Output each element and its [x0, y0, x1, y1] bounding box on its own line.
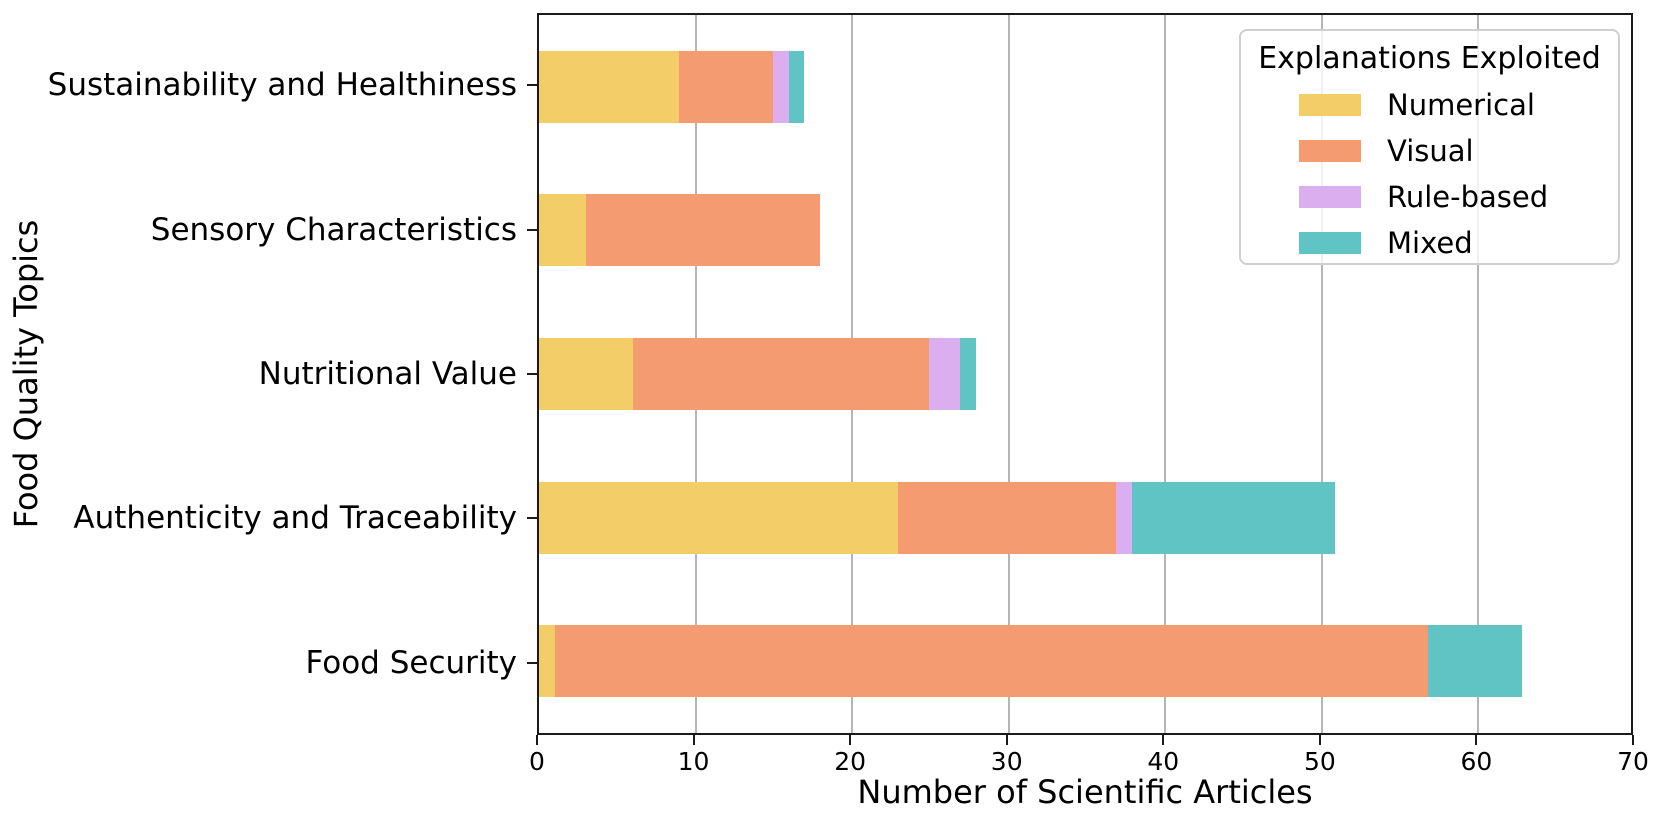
- y-tick: [527, 661, 537, 664]
- bar-segment-rule-based: [1116, 481, 1132, 554]
- legend-item-label: Rule-based: [1387, 180, 1549, 214]
- stacked-bar: [539, 625, 1631, 698]
- x-tick: [1005, 735, 1008, 745]
- x-tick-label: 50: [1303, 747, 1336, 776]
- x-tick: [536, 735, 538, 745]
- y-tick: [527, 373, 537, 375]
- legend-swatch-visual: [1299, 140, 1361, 162]
- x-axis-label: Number of Scientific Articles: [857, 773, 1313, 811]
- bar-segment-mixed: [788, 50, 805, 123]
- bar-segment-rule-based: [772, 50, 789, 123]
- legend-item-mixed: Mixed: [1241, 220, 1618, 266]
- x-tick-label: 30: [990, 747, 1023, 776]
- gridline-x-30: [1007, 15, 1010, 733]
- y-tick-label: Nutritional Value: [258, 356, 517, 392]
- bar-segment-mixed: [960, 337, 976, 410]
- bar-row-3: [539, 302, 1631, 446]
- y-tick-label: Sustainability and Healthiness: [47, 67, 517, 104]
- bar-segment-numerical: [539, 337, 633, 410]
- y-tick-label: Food Security: [305, 644, 518, 681]
- x-tick: [849, 735, 852, 745]
- bar-segment-numerical: [539, 625, 555, 698]
- x-tick-label: 20: [834, 747, 867, 776]
- bar-row-2: [539, 159, 1631, 303]
- bar-segment-visual: [632, 337, 929, 410]
- stacked-bar: [539, 481, 1631, 554]
- legend-swatch-numerical: [1299, 94, 1361, 116]
- bar-segment-visual: [679, 50, 773, 123]
- x-tick-label: 10: [677, 747, 710, 776]
- x-tick-label: 40: [1147, 747, 1180, 776]
- y-tick: [527, 84, 537, 87]
- stacked-bar: [539, 337, 1631, 410]
- x-tick: [1318, 735, 1321, 745]
- legend-item-rule-based: Rule-based: [1241, 174, 1618, 220]
- bar-segment-visual: [585, 194, 820, 267]
- legend-item-visual: Visual: [1241, 128, 1618, 174]
- x-tick: [1162, 735, 1165, 745]
- bars-layer: [539, 15, 1631, 733]
- legend-item-label: Visual: [1387, 134, 1474, 168]
- legend-swatch-mixed: [1299, 232, 1361, 254]
- bar-row-1: [539, 15, 1631, 159]
- bar-segment-visual: [897, 481, 1117, 554]
- legend-swatch-rule-based: [1299, 186, 1361, 208]
- bar-row-5: [539, 589, 1631, 733]
- bar-segment-mixed: [1428, 625, 1522, 698]
- gridline-x-60: [1477, 15, 1480, 733]
- legend-item-label: Mixed: [1387, 226, 1473, 260]
- bar-segment-numerical: [539, 481, 898, 554]
- gridline-x-50: [1320, 15, 1323, 733]
- bar-segment-numerical: [539, 50, 680, 123]
- x-tick-label: 60: [1460, 747, 1493, 776]
- x-tick: [692, 735, 695, 745]
- x-tick: [1632, 735, 1634, 745]
- bar-segment-visual: [554, 625, 1429, 698]
- x-tick-label: 70: [1617, 747, 1649, 776]
- y-tick: [527, 228, 537, 231]
- y-tick: [527, 517, 537, 520]
- x-tick: [1475, 735, 1478, 745]
- legend-item-label: Numerical: [1387, 88, 1535, 122]
- x-tick-label: 0: [529, 747, 545, 776]
- bar-segment-rule-based: [928, 337, 961, 410]
- gridline-x-40: [1164, 15, 1167, 733]
- bar-segment-numerical: [539, 194, 586, 267]
- stacked-bar: [539, 194, 1631, 267]
- y-tick-label: Authenticity and Traceability: [73, 500, 517, 537]
- legend-title: Explanations Exploited: [1258, 41, 1601, 76]
- stacked-bar: [539, 50, 1631, 123]
- legend-items: Numerical Visual Rule-based Mixed: [1241, 82, 1618, 266]
- y-tick-label: Sensory Characteristics: [150, 211, 517, 248]
- legend-item-numerical: Numerical: [1241, 82, 1618, 128]
- legend: Explanations Exploited Numerical Visual Ru…: [1239, 29, 1620, 265]
- bar-row-4: [539, 446, 1631, 590]
- bar-segment-mixed: [1131, 481, 1335, 554]
